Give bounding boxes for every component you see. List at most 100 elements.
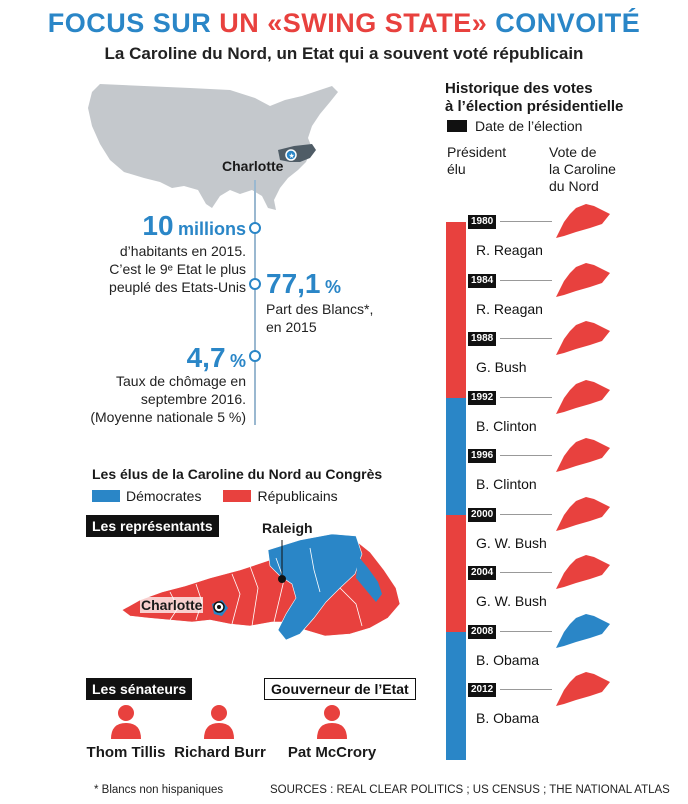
- column-head-state-line-3: du Nord: [549, 178, 599, 194]
- stat-whites-text: Part des Blancs*, en 2015: [266, 300, 373, 336]
- nc-vote-icon-2008: [556, 613, 610, 648]
- stats-connector: [249, 180, 261, 425]
- sources: SOURCES : REAL CLEAR POLITICS ; US CENSU…: [270, 784, 670, 796]
- nc-vote-icon-1984: [556, 262, 610, 297]
- stat-population: 10 millions: [118, 210, 246, 242]
- election-connector-line: [500, 689, 552, 690]
- column-head-president-line-1: Président: [447, 144, 507, 160]
- column-head-state-vote: Vote de la Caroline du Nord: [549, 144, 616, 195]
- timeline-segment-1992: [446, 397, 466, 456]
- election-year-tag: 1996: [468, 449, 497, 463]
- nc-vote-icon-1996: [556, 438, 610, 472]
- election-year-tag: 2004: [468, 566, 497, 580]
- unemployment-line-1: Taux de chômage en: [116, 373, 246, 389]
- elected-president-name: G. Bush: [476, 359, 527, 375]
- charlotte-label-top: Charlotte: [222, 158, 284, 174]
- page-title: FOCUS SUR UN «SWING STATE» CONVOITÉ: [0, 8, 688, 39]
- elected-president-name: B. Clinton: [476, 476, 537, 492]
- title-part-3: CONVOITÉ: [495, 8, 641, 38]
- whites-line-1: Part des Blancs*,: [266, 301, 374, 317]
- title-part-1: FOCUS SUR: [47, 8, 212, 38]
- elected-president-name: R. Reagan: [476, 300, 543, 317]
- governor-person-icon: [317, 705, 347, 739]
- nc-vote-icon-2000: [556, 496, 610, 531]
- stat-marker-whites: [249, 278, 261, 290]
- stat-marker-unemployment: [249, 350, 261, 362]
- legend-label-rep: Républicains: [257, 488, 338, 504]
- raleigh-label: Raleigh: [262, 520, 313, 536]
- footnote: * Blancs non hispaniques: [94, 784, 224, 796]
- representatives-label: Les représentants: [86, 515, 219, 537]
- stat-unemployment: 4,7 %: [120, 342, 246, 374]
- raleigh-marker: [278, 575, 286, 583]
- unemployment-value: 4,7: [186, 342, 226, 373]
- population-line-1: d’habitants en 2015.: [119, 243, 246, 259]
- election-year-tag: 1984: [468, 273, 497, 288]
- election-connector-line: [500, 396, 552, 398]
- us-map-shape: [88, 84, 338, 210]
- history-legend: Date de l’élection: [447, 118, 582, 134]
- governor-label: Gouverneur de l’Etat: [264, 678, 416, 700]
- charlotte-label: Charlotte: [140, 597, 204, 613]
- elected-president-name: B. Obama: [476, 710, 540, 726]
- election-year-tag: 1980: [468, 215, 497, 229]
- election-connector-line: [500, 630, 552, 632]
- timeline-segment-2004: [446, 573, 466, 632]
- timeline-segment-2012: [446, 690, 466, 760]
- timeline-segment-2008: [446, 631, 466, 690]
- population-unit: millions: [177, 219, 246, 239]
- timeline-segment-2000: [446, 514, 466, 573]
- column-head-state-line-2: la Caroline: [549, 161, 616, 177]
- elected-president-name: B. Clinton: [476, 417, 537, 434]
- history-title: Historique des votes à l’élection présid…: [445, 80, 623, 116]
- history-legend-swatch: [447, 120, 467, 132]
- elected-president-name: B. Obama: [476, 651, 540, 668]
- senator-1-person-icon: [111, 705, 141, 739]
- whites-line-2: en 2015: [266, 319, 317, 335]
- governor-name: Pat McCrory: [287, 744, 377, 761]
- timeline-segment-1996: [446, 456, 466, 515]
- whites-unit: %: [324, 277, 341, 297]
- population-line-2: C’est le 9ᵉ Etat le plus: [109, 261, 246, 277]
- election-connector-line: [500, 513, 552, 515]
- legend-swatch-dem: [92, 490, 120, 502]
- charlotte-star-marker: [285, 149, 297, 161]
- elected-president-name: R. Reagan: [476, 242, 543, 258]
- history-timeline: 1980 R. Reagan 1984 R. Reagan 1988 G. Bush 199…: [440, 200, 680, 760]
- unemployment-line-3: (Moyenne nationale 5 %): [90, 409, 246, 425]
- column-head-president: Président élu: [447, 144, 506, 178]
- election-year-tag: 1992: [468, 390, 497, 405]
- stat-marker-population: [249, 222, 261, 234]
- population-line-3: peuplé des Etats-Unis: [109, 279, 246, 295]
- nc-democrat-area: [267, 533, 363, 641]
- unemployment-line-2: septembre 2016.: [140, 391, 246, 407]
- nc-vote-icon-1992: [556, 379, 610, 414]
- timeline-segment-1984: [446, 280, 466, 339]
- nc-coast-democrat: [356, 556, 382, 602]
- page-subtitle: La Caroline du Nord, un Etat qui a souve…: [104, 44, 584, 63]
- nc-vote-icon-2012: [556, 672, 610, 706]
- nc-vote-icon-1980: [556, 204, 610, 238]
- election-connector-line: [500, 221, 552, 222]
- election-connector-line: [500, 279, 552, 281]
- election-connector-line: [500, 572, 552, 573]
- election-year-tag: 1988: [468, 332, 497, 346]
- election-connector-line: [500, 455, 552, 456]
- history-legend-label: Date de l’élection: [475, 118, 583, 134]
- nc-vote-icon-1988: [556, 321, 610, 355]
- elected-president-name: G. W. Bush: [476, 593, 547, 609]
- stat-population-text: d’habitants en 2015. C’est le 9ᵉ Etat le…: [70, 242, 246, 296]
- legend-swatch-rep: [223, 490, 252, 502]
- election-connector-line: [500, 338, 552, 339]
- senator-1-name: Thom Tillis: [86, 744, 166, 761]
- nc-vote-icon-2004: [556, 555, 610, 589]
- stat-unemployment-text: Taux de chômage en septembre 2016. (Moye…: [60, 372, 246, 426]
- svg-text:★: ★: [289, 152, 295, 160]
- legend-label-dem: Démocrates: [126, 488, 202, 504]
- election-year-tag: 2000: [468, 507, 497, 522]
- history-title-line-2: à l’élection présidentielle: [445, 98, 624, 115]
- column-head-state-line-1: Vote de: [549, 144, 597, 160]
- stat-whites: 77,1 %: [266, 268, 341, 300]
- population-value: 10: [142, 210, 174, 241]
- history-title-line-1: Historique des votes: [445, 80, 593, 97]
